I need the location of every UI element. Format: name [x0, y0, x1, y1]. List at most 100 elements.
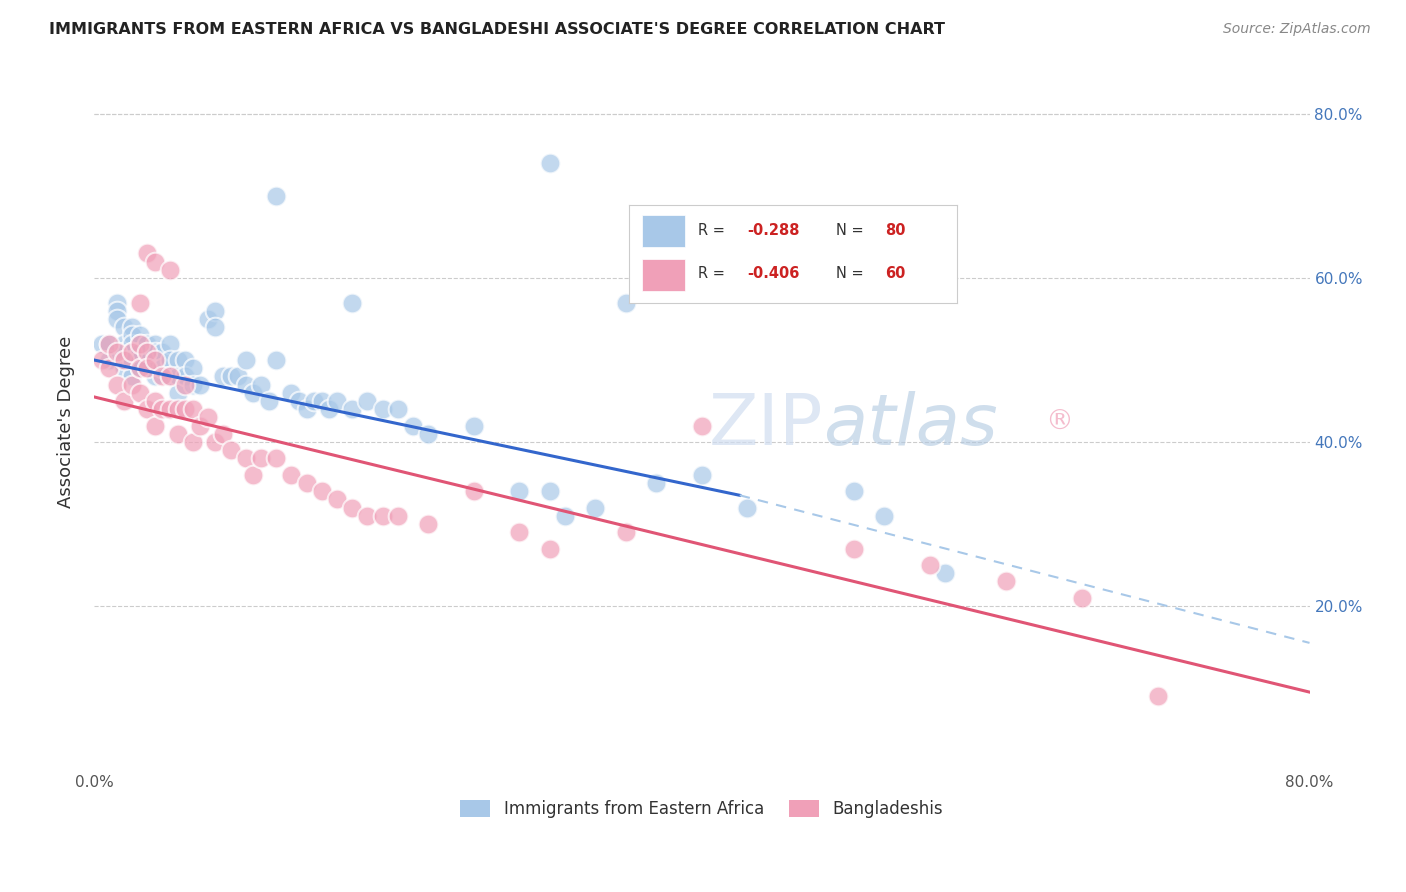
- Point: [188, 377, 211, 392]
- Point: [112, 320, 135, 334]
- Point: [204, 303, 226, 318]
- Point: [842, 541, 865, 556]
- Text: ZIP: ZIP: [709, 391, 824, 460]
- Text: IMMIGRANTS FROM EASTERN AFRICA VS BANGLADESHI ASSOCIATE'S DEGREE CORRELATION CHA: IMMIGRANTS FROM EASTERN AFRICA VS BANGLA…: [49, 22, 945, 37]
- Point: [105, 303, 128, 318]
- Point: [121, 344, 143, 359]
- Point: [280, 467, 302, 482]
- Point: [934, 566, 956, 581]
- Text: atlas: atlas: [824, 391, 998, 460]
- Point: [174, 353, 197, 368]
- Point: [645, 475, 668, 490]
- Point: [128, 361, 150, 376]
- Point: [159, 402, 181, 417]
- Point: [166, 385, 188, 400]
- Point: [128, 336, 150, 351]
- Point: [250, 377, 273, 392]
- Point: [264, 451, 287, 466]
- Point: [873, 508, 896, 523]
- Point: [105, 312, 128, 326]
- Point: [402, 418, 425, 433]
- Point: [219, 369, 242, 384]
- Point: [197, 312, 219, 326]
- Text: ®: ®: [1045, 408, 1073, 435]
- Point: [371, 402, 394, 417]
- Point: [98, 336, 121, 351]
- Point: [159, 336, 181, 351]
- Point: [128, 385, 150, 400]
- Point: [538, 541, 561, 556]
- Text: Source: ZipAtlas.com: Source: ZipAtlas.com: [1223, 22, 1371, 37]
- Point: [538, 484, 561, 499]
- Point: [304, 394, 326, 409]
- Point: [235, 451, 257, 466]
- Point: [112, 344, 135, 359]
- Point: [90, 336, 112, 351]
- Point: [90, 353, 112, 368]
- Point: [166, 369, 188, 384]
- Point: [326, 394, 349, 409]
- Point: [242, 385, 264, 400]
- Point: [128, 344, 150, 359]
- Point: [174, 402, 197, 417]
- Point: [418, 516, 440, 531]
- Point: [288, 394, 311, 409]
- Point: [342, 295, 364, 310]
- Point: [181, 402, 204, 417]
- Point: [128, 328, 150, 343]
- Point: [150, 344, 173, 359]
- Point: [143, 369, 166, 384]
- Point: [159, 262, 181, 277]
- Point: [371, 508, 394, 523]
- Point: [121, 353, 143, 368]
- Point: [121, 369, 143, 384]
- Point: [204, 320, 226, 334]
- Point: [143, 418, 166, 433]
- Point: [143, 353, 166, 368]
- Point: [842, 484, 865, 499]
- Point: [174, 377, 197, 392]
- Point: [121, 320, 143, 334]
- Point: [311, 394, 333, 409]
- Point: [311, 484, 333, 499]
- Point: [583, 500, 606, 515]
- Point: [418, 426, 440, 441]
- Point: [242, 467, 264, 482]
- Point: [105, 295, 128, 310]
- Point: [994, 574, 1017, 589]
- Point: [128, 295, 150, 310]
- Point: [614, 525, 637, 540]
- Point: [143, 344, 166, 359]
- Point: [212, 369, 235, 384]
- Point: [737, 500, 759, 515]
- Point: [112, 336, 135, 351]
- Point: [136, 361, 159, 376]
- Point: [463, 484, 485, 499]
- Point: [280, 385, 302, 400]
- Point: [554, 508, 576, 523]
- Point: [136, 336, 159, 351]
- Point: [197, 410, 219, 425]
- Point: [181, 361, 204, 376]
- Point: [121, 336, 143, 351]
- Point: [295, 475, 318, 490]
- Point: [121, 344, 143, 359]
- Point: [387, 508, 409, 523]
- Point: [143, 336, 166, 351]
- Point: [250, 451, 273, 466]
- Point: [159, 369, 181, 384]
- Point: [159, 353, 181, 368]
- Point: [257, 394, 280, 409]
- Point: [159, 369, 181, 384]
- Point: [318, 402, 340, 417]
- Point: [181, 435, 204, 450]
- Point: [508, 525, 530, 540]
- Point: [235, 377, 257, 392]
- Point: [98, 336, 121, 351]
- Point: [356, 508, 378, 523]
- Point: [150, 361, 173, 376]
- Point: [219, 443, 242, 458]
- Point: [1070, 591, 1092, 605]
- Point: [508, 484, 530, 499]
- Point: [166, 426, 188, 441]
